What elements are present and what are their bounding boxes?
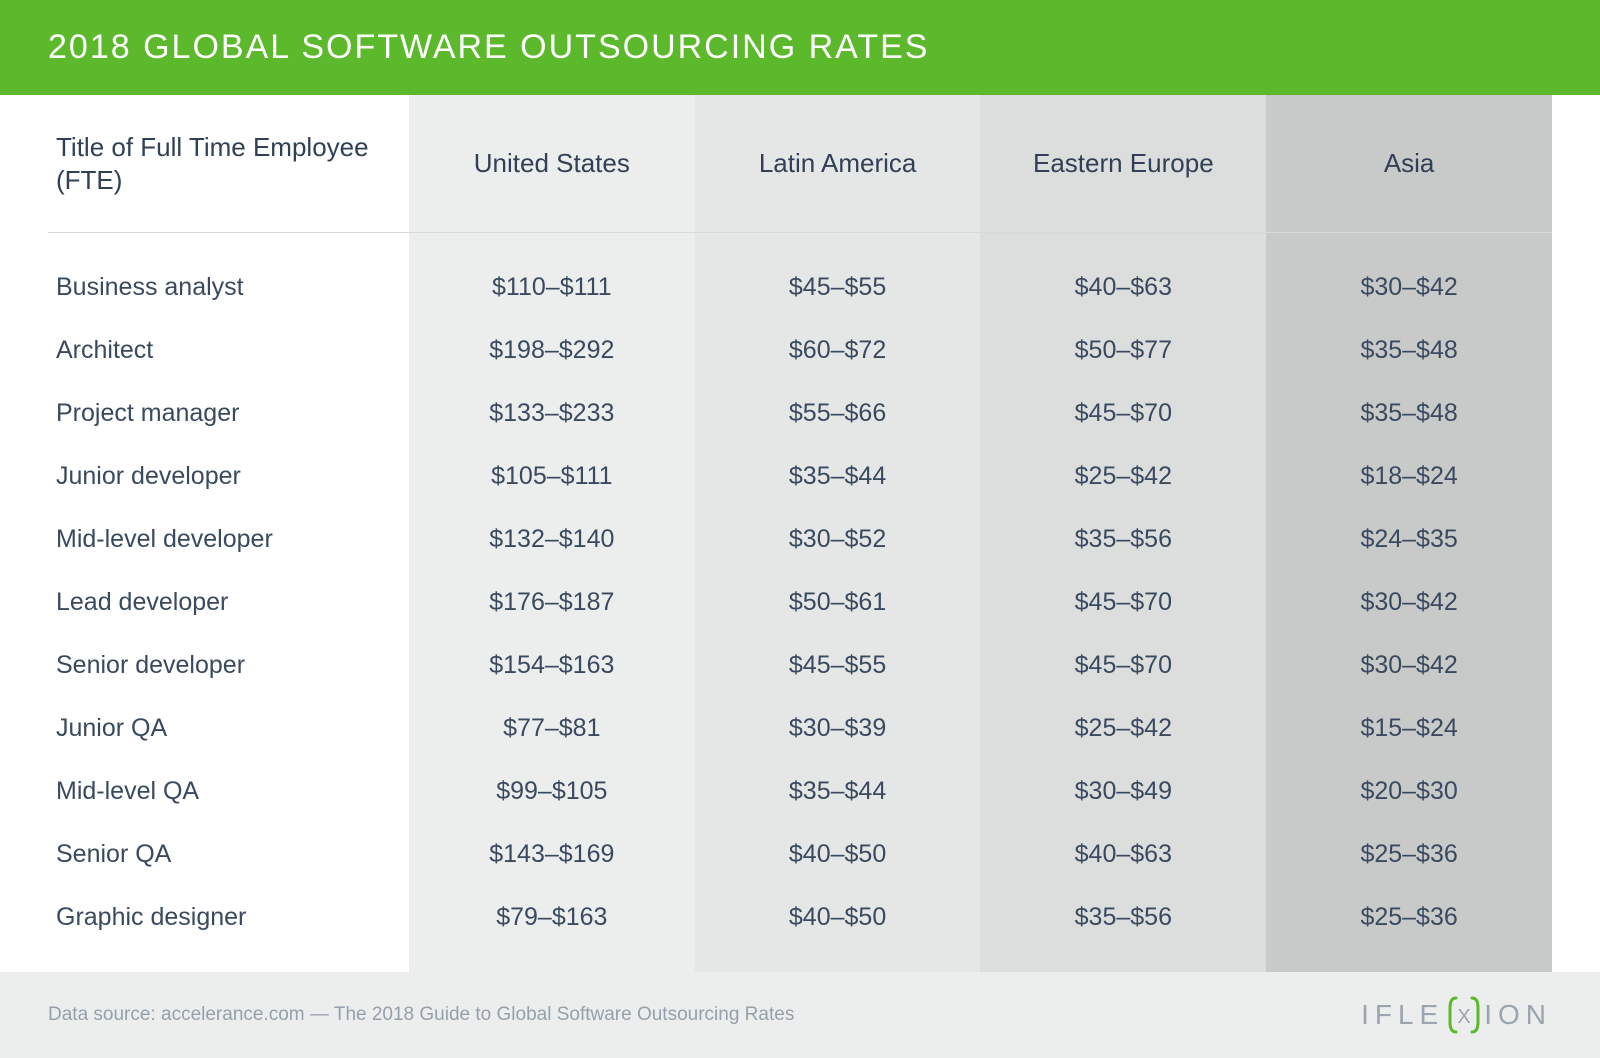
rate-cell: $40–$63 <box>980 233 1266 319</box>
data-source-text: Data source: accelerance.com — The 2018 … <box>48 1004 794 1026</box>
rate-cell: $25–$36 <box>1266 823 1552 886</box>
rate-cell: $35–$44 <box>695 445 981 508</box>
rate-cell: $45–$70 <box>980 382 1266 445</box>
rate-cell: $105–$111 <box>409 445 695 508</box>
table-row: Senior developer$154–$163$45–$55$45–$70$… <box>48 634 1552 697</box>
rate-cell: $45–$70 <box>980 634 1266 697</box>
rate-cell: $35–$48 <box>1266 319 1552 382</box>
rate-cell: $15–$24 <box>1266 697 1552 760</box>
page-header: 2018 GLOBAL SOFTWARE OUTSOURCING RATES <box>0 0 1600 95</box>
rate-cell: $55–$66 <box>695 382 981 445</box>
role-label: Architect <box>48 319 409 382</box>
page-title: 2018 GLOBAL SOFTWARE OUTSOURCING RATES <box>48 28 929 66</box>
rates-table-body: Business analyst$110–$111$45–$55$40–$63$… <box>48 233 1552 972</box>
rate-cell: $25–$42 <box>980 445 1266 508</box>
table-row: Business analyst$110–$111$45–$55$40–$63$… <box>48 233 1552 319</box>
column-header-region: Latin America <box>695 95 981 233</box>
rate-cell: $77–$81 <box>409 697 695 760</box>
rate-cell: $35–$48 <box>1266 382 1552 445</box>
rate-cell: $40–$50 <box>695 886 981 972</box>
rate-cell: $50–$61 <box>695 571 981 634</box>
rate-cell: $30–$42 <box>1266 233 1552 319</box>
column-header-region: Eastern Europe <box>980 95 1266 233</box>
table-row: Mid-level QA$99–$105$35–$44$30–$49$20–$3… <box>48 760 1552 823</box>
role-label: Junior developer <box>48 445 409 508</box>
role-label: Senior developer <box>48 634 409 697</box>
rate-cell: $154–$163 <box>409 634 695 697</box>
rate-cell: $198–$292 <box>409 319 695 382</box>
rate-cell: $40–$63 <box>980 823 1266 886</box>
rate-cell: $30–$49 <box>980 760 1266 823</box>
role-label: Junior QA <box>48 697 409 760</box>
rate-cell: $18–$24 <box>1266 445 1552 508</box>
role-label: Graphic designer <box>48 886 409 972</box>
table-row: Graphic designer$79–$163$40–$50$35–$56$2… <box>48 886 1552 972</box>
rate-cell: $45–$55 <box>695 233 981 319</box>
rate-cell: $79–$163 <box>409 886 695 972</box>
role-label: Lead developer <box>48 571 409 634</box>
rate-cell: $45–$55 <box>695 634 981 697</box>
rate-cell: $35–$56 <box>980 508 1266 571</box>
rate-cell: $50–$77 <box>980 319 1266 382</box>
rates-table: Title of Full Time Employee (FTE)United … <box>48 95 1552 972</box>
table-row: Junior QA$77–$81$30–$39$25–$42$15–$24 <box>48 697 1552 760</box>
column-header-role: Title of Full Time Employee (FTE) <box>48 95 409 233</box>
page-footer: Data source: accelerance.com — The 2018 … <box>0 972 1600 1058</box>
rate-cell: $35–$44 <box>695 760 981 823</box>
table-row: Lead developer$176–$187$50–$61$45–$70$30… <box>48 571 1552 634</box>
rate-cell: $110–$111 <box>409 233 695 319</box>
rates-table-head: Title of Full Time Employee (FTE)United … <box>48 95 1552 233</box>
rate-cell: $133–$233 <box>409 382 695 445</box>
logo-text-post: ION <box>1484 999 1552 1031</box>
rate-cell: $132–$140 <box>409 508 695 571</box>
logo-text-pre: IFLE <box>1361 999 1444 1031</box>
role-label: Senior QA <box>48 823 409 886</box>
rate-cell: $143–$169 <box>409 823 695 886</box>
table-row: Senior QA$143–$169$40–$50$40–$63$25–$36 <box>48 823 1552 886</box>
svg-text:X: X <box>1458 1006 1471 1028</box>
table-row: Architect$198–$292$60–$72$50–$77$35–$48 <box>48 319 1552 382</box>
table-row: Mid-level developer$132–$140$30–$52$35–$… <box>48 508 1552 571</box>
rate-cell: $30–$42 <box>1266 571 1552 634</box>
role-label: Mid-level QA <box>48 760 409 823</box>
logo-bracket-icon: X <box>1446 994 1482 1036</box>
column-header-region: United States <box>409 95 695 233</box>
column-header-region: Asia <box>1266 95 1552 233</box>
rate-cell: $25–$36 <box>1266 886 1552 972</box>
rate-cell: $24–$35 <box>1266 508 1552 571</box>
role-label: Business analyst <box>48 233 409 319</box>
rate-cell: $45–$70 <box>980 571 1266 634</box>
rates-table-container: Title of Full Time Employee (FTE)United … <box>0 95 1600 972</box>
rate-cell: $40–$50 <box>695 823 981 886</box>
rates-table-header-row: Title of Full Time Employee (FTE)United … <box>48 95 1552 233</box>
rate-cell: $60–$72 <box>695 319 981 382</box>
rate-cell: $35–$56 <box>980 886 1266 972</box>
rate-cell: $25–$42 <box>980 697 1266 760</box>
rate-cell: $176–$187 <box>409 571 695 634</box>
table-row: Junior developer$105–$111$35–$44$25–$42$… <box>48 445 1552 508</box>
rate-cell: $30–$52 <box>695 508 981 571</box>
iflexion-logo: IFLE X ION <box>1361 994 1552 1036</box>
role-label: Mid-level developer <box>48 508 409 571</box>
rate-cell: $99–$105 <box>409 760 695 823</box>
rate-cell: $30–$39 <box>695 697 981 760</box>
role-label: Project manager <box>48 382 409 445</box>
rate-cell: $30–$42 <box>1266 634 1552 697</box>
rate-cell: $20–$30 <box>1266 760 1552 823</box>
table-row: Project manager$133–$233$55–$66$45–$70$3… <box>48 382 1552 445</box>
